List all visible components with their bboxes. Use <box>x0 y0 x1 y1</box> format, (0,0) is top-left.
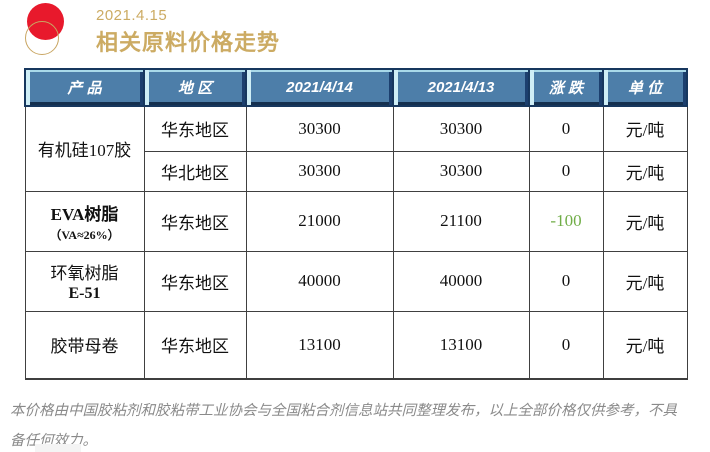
cell-price-0414: 30300 <box>245 105 394 152</box>
cell-region: 华东地区 <box>143 190 247 252</box>
cell-product: EVA树脂 （VA≈26%） <box>24 190 145 252</box>
cell-change: 0 <box>528 150 604 192</box>
product-subtitle: （VA≈26%） <box>49 227 120 242</box>
cell-change: 0 <box>528 250 604 312</box>
column-header-region: 地 区 <box>143 68 247 107</box>
cell-region: 华北地区 <box>143 150 247 192</box>
cell-unit: 元/吨 <box>602 250 688 312</box>
cell-price-0413: 30300 <box>392 150 530 192</box>
cell-unit: 元/吨 <box>602 310 688 380</box>
table-row: EVA树脂 （VA≈26%） 华东地区 21000 21100 -100 元/吨 <box>24 190 688 252</box>
product-name: 环氧树脂 <box>50 264 119 283</box>
column-header-date-0414: 2021/4/14 <box>245 68 394 107</box>
logo-gold-ring-icon <box>25 21 59 55</box>
column-header-change: 涨 跌 <box>528 68 604 107</box>
cell-price-0413: 13100 <box>392 310 530 380</box>
cell-product: 胶带母卷 <box>24 310 145 380</box>
product-subtitle: E-51 <box>68 285 101 302</box>
column-header-product: 产 品 <box>24 68 145 107</box>
table-row: 有机硅107胶 华东地区 30300 30300 0 元/吨 <box>24 105 688 192</box>
masthead: 2021.4.15 相关原料价格走势 <box>96 7 280 57</box>
cell-price-0413: 21100 <box>392 190 530 252</box>
cell-change: 0 <box>528 105 604 152</box>
cell-price-0414: 30300 <box>245 150 394 192</box>
column-header-unit: 单 位 <box>602 68 688 107</box>
product-name: 有机硅107胶 <box>37 141 132 161</box>
cell-product: 有机硅107胶 <box>24 105 145 192</box>
cell-price-0414: 40000 <box>245 250 394 312</box>
disclaimer-text: 本价格由中国胶粘剂和胶粘带工业协会与全国粘合剂信息站共同整理发布，以上全部价格仅… <box>10 403 677 449</box>
cell-product: 环氧树脂 E-51 <box>24 250 145 312</box>
table-row: 胶带母卷 华东地区 13100 13100 0 元/吨 <box>24 310 688 380</box>
cell-price-0413: 40000 <box>392 250 530 312</box>
cell-region: 华东地区 <box>143 250 247 312</box>
table-row: 环氧树脂 E-51 华东地区 40000 40000 0 元/吨 <box>24 250 688 312</box>
cell-region: 华东地区 <box>143 310 247 380</box>
cell-unit: 元/吨 <box>602 190 688 252</box>
cell-price-0414: 21000 <box>245 190 394 252</box>
product-name: 胶带母卷 <box>50 337 119 357</box>
cell-region: 华东地区 <box>143 105 247 152</box>
page-title: 相关原料价格走势 <box>96 30 281 55</box>
cell-change: -100 <box>528 190 604 252</box>
bottom-edge-fragment <box>35 444 81 452</box>
cell-unit: 元/吨 <box>602 150 688 192</box>
price-table: 产 品 地 区 2021/4/14 2021/4/13 涨 跌 单 位 有机硅1… <box>24 68 688 380</box>
column-header-date-0413: 2021/4/13 <box>392 68 530 107</box>
masthead-date: 2021.4.15 <box>96 7 168 24</box>
cell-change: 0 <box>528 310 604 380</box>
cell-price-0414: 13100 <box>245 310 394 380</box>
table-row: 华北地区 30300 30300 0 元/吨 <box>25 150 688 192</box>
product-name: EVA树脂 <box>50 204 119 224</box>
table-header-row: 产 品 地 区 2021/4/14 2021/4/13 涨 跌 单 位 <box>24 68 688 107</box>
cell-unit: 元/吨 <box>602 105 688 152</box>
cell-price-0413: 30300 <box>392 105 530 152</box>
